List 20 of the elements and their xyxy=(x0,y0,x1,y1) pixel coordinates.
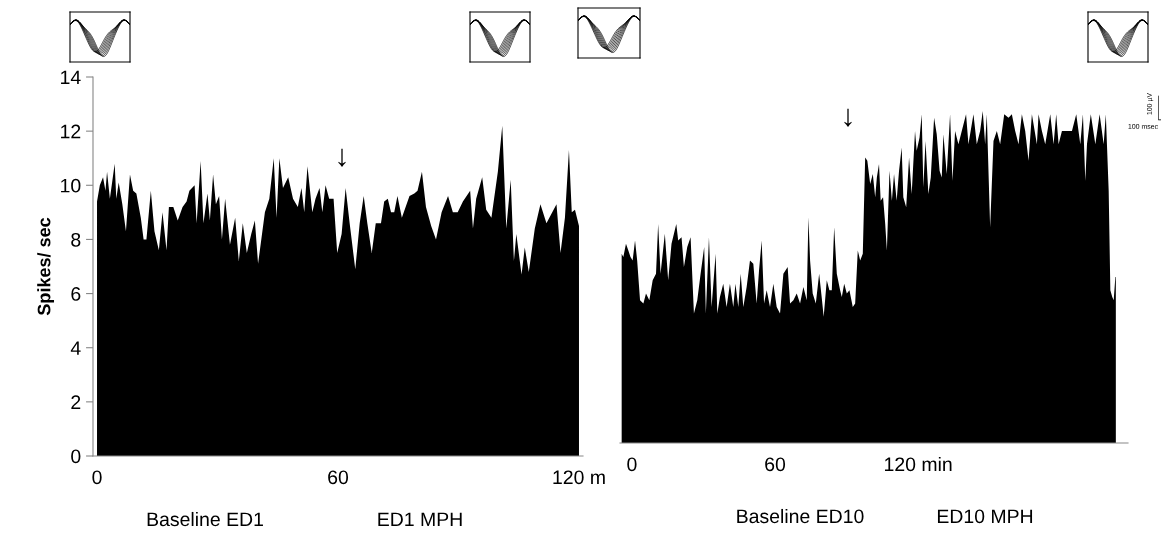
x-tick-label: 60 xyxy=(328,470,349,485)
y-tick-label: 14 xyxy=(61,70,81,85)
x-tick-label: 120 m xyxy=(553,470,605,485)
y-tick-label: 12 xyxy=(61,124,81,139)
x-tick-label: 0 xyxy=(92,470,102,485)
y-axis-title: Spikes/ sec xyxy=(37,217,55,316)
text: ED1 MPH xyxy=(378,512,462,527)
x-tick-label: 60 xyxy=(765,457,786,472)
x-tick-label: 0 xyxy=(627,457,637,472)
text: ED10 MPH xyxy=(937,509,1033,524)
annotation: ↓ xyxy=(338,148,346,167)
y-tick-label: 4 xyxy=(70,341,81,355)
y-tick-label: 10 xyxy=(61,178,81,193)
y-tick-label: 6 xyxy=(71,287,81,301)
text: Baseline ED1 xyxy=(147,511,263,527)
text: Baseline ED10 xyxy=(737,508,864,524)
y-tick-label: 2 xyxy=(71,395,81,409)
annotation: ↓ xyxy=(844,108,852,127)
x-tick-label: 120 min xyxy=(885,456,952,472)
y-tick-label: 8 xyxy=(71,232,81,247)
